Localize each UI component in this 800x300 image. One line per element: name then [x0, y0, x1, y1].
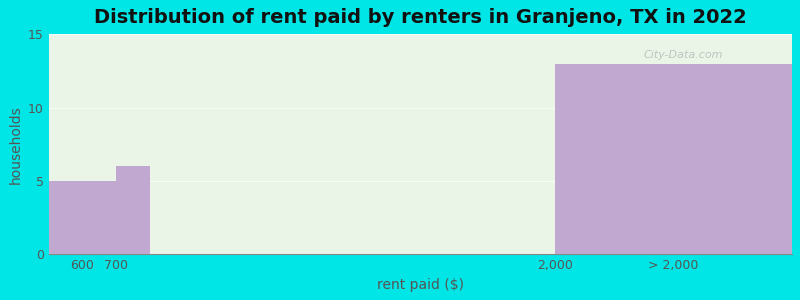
Title: Distribution of rent paid by renters in Granjeno, TX in 2022: Distribution of rent paid by renters in …: [94, 8, 746, 27]
Bar: [49, 181, 116, 254]
Y-axis label: households: households: [8, 105, 22, 184]
Bar: [116, 166, 150, 254]
Text: City-Data.com: City-Data.com: [643, 50, 722, 60]
Bar: [555, 64, 792, 254]
X-axis label: rent paid ($): rent paid ($): [377, 278, 464, 292]
